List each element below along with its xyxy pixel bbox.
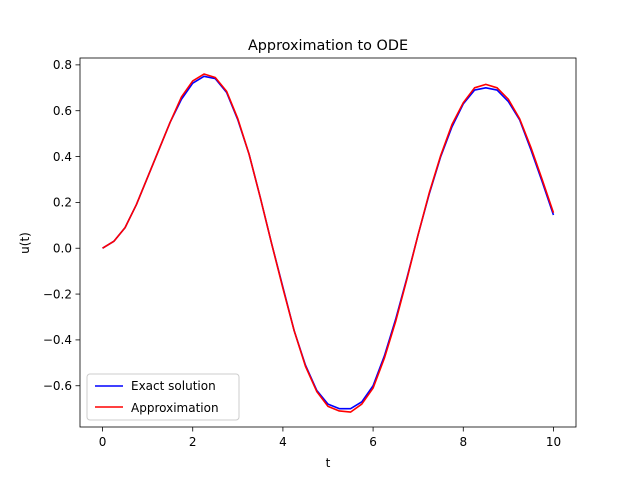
x-tick-label: 2 [189, 435, 197, 449]
plot-area-frame [79, 57, 577, 428]
legend-label-exact-solution: Exact solution [131, 379, 216, 393]
y-tick-label: 0.2 [53, 196, 72, 210]
x-tick-label: 8 [459, 435, 467, 449]
y-tick-label: −0.2 [43, 287, 72, 301]
y-tick-label: 0.4 [53, 150, 72, 164]
y-tick-label: −0.4 [43, 333, 72, 347]
legend: Exact solution Approximation [86, 373, 240, 421]
series-layer [102, 73, 555, 413]
x-axis-label: t [326, 456, 331, 470]
x-tick-label: 0 [99, 435, 107, 449]
y-tick-label: 0.8 [53, 58, 72, 72]
y-axis-ticks: −0.6 −0.4 −0.2 0.0 0.2 0.4 0.6 0.8 [43, 58, 80, 393]
x-tick-label: 10 [546, 435, 561, 449]
x-tick-label: 6 [369, 435, 377, 449]
y-tick-label: 0.0 [53, 242, 72, 256]
legend-frame [86, 373, 240, 421]
chart-title: Approximation to ODE [248, 38, 408, 54]
y-tick-label: −0.6 [43, 379, 72, 393]
x-tick-label: 4 [279, 435, 287, 449]
x-axis-ticks: 0 2 4 6 8 10 [99, 427, 561, 449]
y-axis-label: u(t) [18, 232, 32, 254]
legend-label-approximation: Approximation [131, 401, 219, 415]
y-tick-label: 0.6 [53, 104, 72, 118]
series-line-approximation [102, 73, 555, 413]
